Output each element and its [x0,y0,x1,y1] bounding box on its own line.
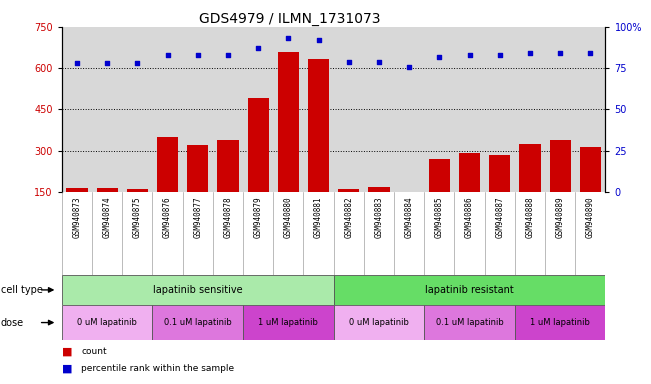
Bar [333,305,424,340]
Text: GDS4979 / ILMN_1731073: GDS4979 / ILMN_1731073 [199,12,381,25]
Text: GSM940887: GSM940887 [495,196,505,238]
Text: GSM940874: GSM940874 [103,196,111,238]
Text: ■: ■ [62,346,72,356]
Text: lapatinib resistant: lapatinib resistant [425,285,514,295]
Bar [152,305,243,340]
Text: GSM940876: GSM940876 [163,196,172,238]
Text: GSM940890: GSM940890 [586,196,595,238]
Text: GSM940878: GSM940878 [223,196,232,238]
Text: GSM940885: GSM940885 [435,196,444,238]
Text: GSM940882: GSM940882 [344,196,353,238]
Bar [580,147,601,233]
Bar [549,140,571,233]
Point [404,63,414,70]
Bar [519,144,540,233]
Text: count: count [81,347,107,356]
Point [374,58,384,65]
Text: GSM940883: GSM940883 [374,196,383,238]
Point [72,60,82,66]
Text: lapatinib sensitive: lapatinib sensitive [153,285,243,295]
Bar [157,137,178,233]
Point [162,52,173,58]
Text: 1 uM lapatinib: 1 uM lapatinib [258,318,318,327]
Bar [66,188,87,233]
Text: GSM940886: GSM940886 [465,196,474,238]
Point [585,50,596,56]
Point [283,35,294,41]
Bar [398,200,420,233]
Text: 1 uM lapatinib: 1 uM lapatinib [530,318,590,327]
Point [253,45,264,51]
Text: 0.1 uM lapatinib: 0.1 uM lapatinib [164,318,232,327]
Text: GSM940877: GSM940877 [193,196,202,238]
Bar [127,189,148,233]
Point [344,58,354,65]
Point [495,52,505,58]
Bar [333,275,605,305]
Text: GSM940884: GSM940884 [405,196,413,238]
Bar [515,305,605,340]
Bar [424,305,515,340]
Text: GSM940873: GSM940873 [72,196,81,238]
Bar [308,58,329,233]
Point [555,50,565,56]
Point [132,60,143,66]
Text: GSM940888: GSM940888 [525,196,534,238]
Text: GSM940875: GSM940875 [133,196,142,238]
Bar [459,154,480,233]
Bar [243,305,333,340]
Text: 0.1 uM lapatinib: 0.1 uM lapatinib [436,318,503,327]
Bar [489,155,510,233]
Text: GSM940879: GSM940879 [254,196,262,238]
Point [434,53,445,60]
Point [102,60,113,66]
Bar [187,145,208,233]
Text: GSM940881: GSM940881 [314,196,323,238]
Text: 0 uM lapatinib: 0 uM lapatinib [77,318,137,327]
Text: 0 uM lapatinib: 0 uM lapatinib [349,318,409,327]
Text: cell type: cell type [1,285,42,295]
Text: GSM940880: GSM940880 [284,196,293,238]
Bar [217,140,238,233]
Bar [62,305,152,340]
Point [464,52,475,58]
Text: ■: ■ [62,364,72,374]
Bar [96,188,118,233]
Point [313,37,324,43]
Bar [62,275,333,305]
Point [223,52,233,58]
Bar [368,187,389,233]
Text: GSM940889: GSM940889 [556,196,564,238]
Bar [278,52,299,233]
Text: percentile rank within the sample: percentile rank within the sample [81,364,234,373]
Point [525,50,535,56]
Bar [247,98,269,233]
Point [193,52,203,58]
Bar [429,159,450,233]
Text: dose: dose [1,318,24,328]
Bar [338,189,359,233]
